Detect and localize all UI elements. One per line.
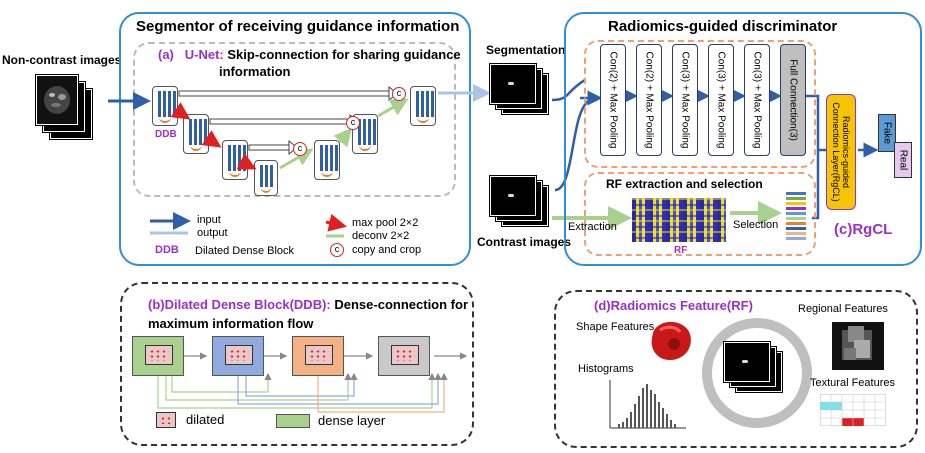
legend-deconv: deconv 2×2: [352, 230, 410, 242]
conv-layer-1: Con(2) + Max Pooling: [600, 44, 626, 156]
ddb-title-prefix: (b)Dilated Dense Block(DDB):: [148, 297, 331, 312]
dense-layer-3: [292, 336, 344, 376]
discriminator-title: Radiomics-guided discriminator: [608, 18, 838, 35]
discriminator-panel: [564, 12, 922, 266]
regional-features-label: Regional Features: [798, 303, 888, 315]
dense-layer-label: dense layer: [318, 413, 386, 428]
legend-ddb: DDB: [155, 244, 179, 256]
non-contrast-image-stack: [36, 75, 106, 145]
rf-extraction-title: RF extraction and selection: [606, 177, 763, 191]
segmentation-image-stack: [490, 64, 560, 118]
unet-prefix: (a): [158, 47, 174, 62]
image-ring: [702, 318, 812, 428]
rf-small-label: RF: [674, 245, 688, 256]
legend-output: output: [197, 227, 228, 239]
non-contrast-label: Non-contrast images: [2, 53, 122, 67]
unet-desc-line2: information: [219, 64, 291, 79]
conv-layer-5: Con(3) + Max Pooling: [744, 44, 770, 156]
conv-layer-4: Con(3) + Max Pooling: [708, 44, 734, 156]
legend-ddb-full: Dilated Dense Block: [195, 245, 295, 257]
textural-features-label: Textural Features: [810, 377, 895, 389]
unet-heading: (a) U-Net: Skip-connection for sharing g…: [158, 48, 461, 61]
shape-features-label: Shape Features: [576, 321, 655, 333]
legend-max-pool: max pool 2×2: [352, 217, 419, 229]
copy-crop-icon: c: [293, 142, 307, 156]
unet-decoder-block-3: [410, 86, 436, 126]
lesion-mark: [742, 360, 748, 363]
unet-bottleneck-block: [254, 160, 278, 196]
lesion-mark: [508, 194, 514, 197]
shape-feature-3d-icon: [651, 321, 691, 360]
regional-feature-icon: [832, 322, 884, 370]
segmentation-label: Segmentation: [486, 43, 566, 57]
ddb-panel-title: (b)Dilated Dense Block(DDB): Dense-conne…: [148, 298, 468, 311]
dilated-legend-icon: [156, 412, 176, 428]
rgcl-label: (c)RgCL: [834, 221, 893, 238]
ddb-title-line2: maximum information flow: [148, 316, 314, 331]
unet-desc: Skip-connection for sharing guidance: [227, 47, 461, 62]
unet-name: U-Net:: [184, 47, 224, 62]
ddb-title-rest: Dense-connection for: [334, 297, 468, 312]
unet-dashed-box: [133, 42, 456, 197]
extraction-label: Extraction: [568, 221, 617, 233]
copy-crop-icon: c: [346, 116, 360, 130]
contrast-label: Contrast images: [477, 235, 572, 249]
selection-label: Selection: [733, 219, 779, 231]
segmentor-title: Segmentor of receiving guidance informat…: [136, 18, 460, 35]
histogram-chart: [609, 380, 686, 429]
rgcl-box: Radiomics-guided Connection Layer(RgCL): [826, 94, 856, 210]
lesion-mark: [508, 82, 514, 85]
contrast-image-stack: [490, 176, 560, 230]
textural-feature-grid: [820, 394, 886, 426]
legend-input: input: [197, 214, 221, 226]
unet-encoder-block-3: [222, 140, 248, 180]
ddb-tag: DDB: [155, 129, 177, 140]
dense-layer-2: [212, 336, 264, 376]
rf-panel-title: (d)Radiomics Feature(RF): [594, 298, 753, 313]
cnn-dashed-box: [584, 40, 816, 168]
conv-layer-3: Con(3) + Max Pooling: [672, 44, 698, 156]
unet-decoder-block-2: [352, 114, 378, 154]
histograms-label: Histograms: [578, 363, 634, 375]
dense-layer-1: [132, 336, 184, 376]
rf-image-stack: [724, 342, 794, 396]
ddb-panel: [120, 282, 474, 446]
copy-crop-icon: c: [392, 87, 406, 101]
dense-layer-4: [378, 336, 430, 376]
unet-decoder-block-1: [314, 140, 340, 180]
brain-scan-icon: [44, 86, 70, 114]
rf-heatmap-overlay: [632, 198, 726, 242]
rf-dashed-box: [584, 172, 816, 256]
rf-panel: [554, 290, 918, 448]
dense-layer-legend-icon: [276, 414, 310, 428]
legend-copy: copy and crop: [352, 244, 422, 256]
segmentor-panel: [119, 12, 471, 266]
selected-features-bars: [786, 192, 806, 244]
full-connection-layer: Full Connection(3): [780, 44, 806, 156]
copy-crop-icon: c: [330, 243, 344, 257]
fake-output: Fake: [878, 114, 896, 152]
conv-layer-2: Con(2) + Max Pooling: [636, 44, 662, 156]
real-output: Real: [894, 142, 912, 178]
dilated-label: dilated: [186, 412, 225, 427]
